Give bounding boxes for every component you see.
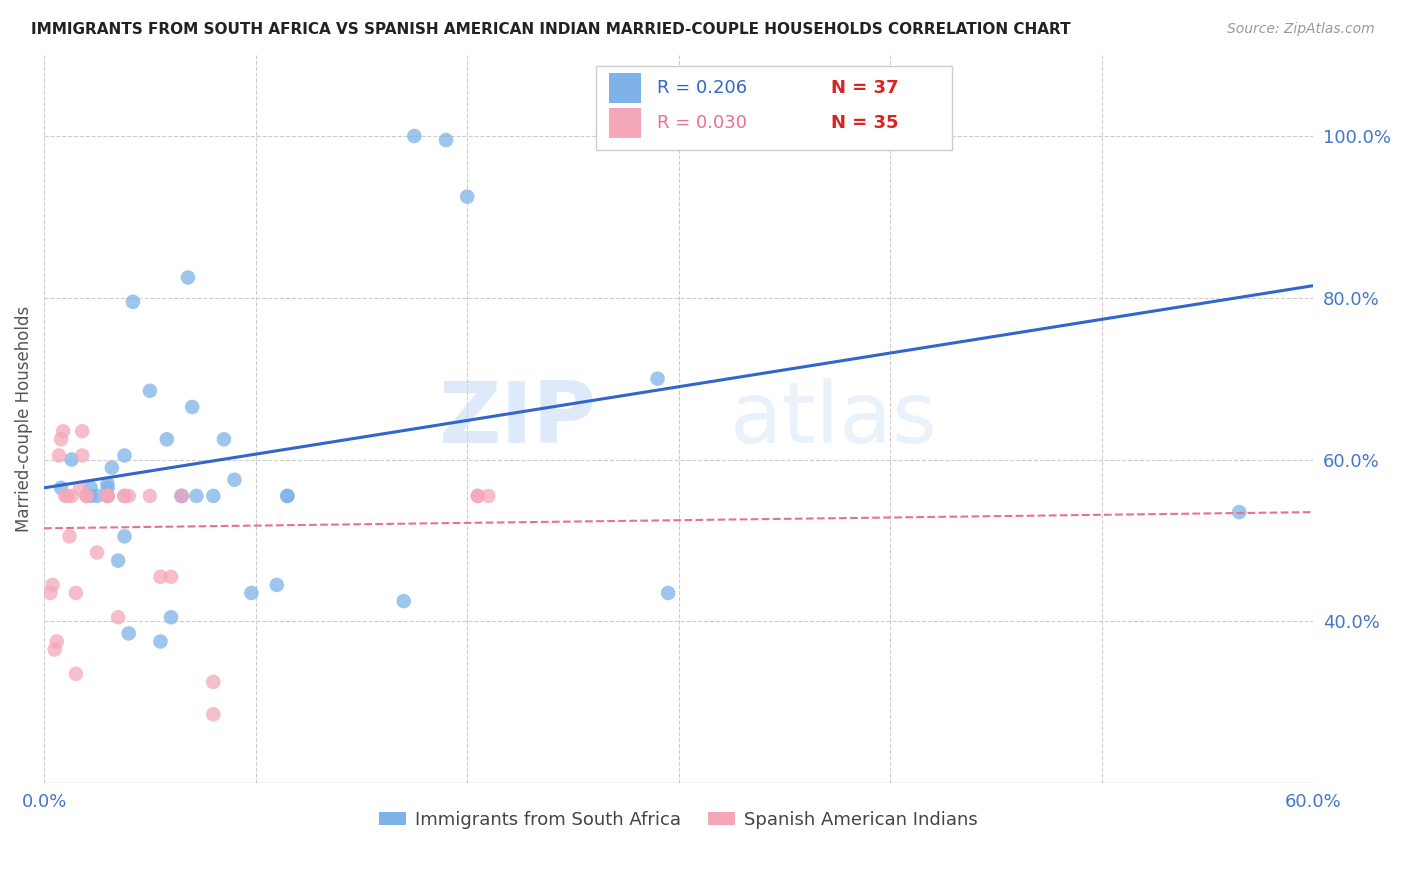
Point xyxy=(65,666,87,681)
Point xyxy=(467,489,489,503)
Point xyxy=(97,489,120,503)
Point xyxy=(657,586,679,600)
Point xyxy=(53,489,76,503)
Point xyxy=(118,626,141,640)
Point xyxy=(52,424,75,438)
Point xyxy=(97,476,120,491)
Point xyxy=(477,489,499,503)
Legend: Immigrants from South Africa, Spanish American Indians: Immigrants from South Africa, Spanish Am… xyxy=(373,804,986,836)
Point xyxy=(101,460,124,475)
Text: R = 0.206: R = 0.206 xyxy=(657,78,747,97)
Point xyxy=(149,634,172,648)
FancyBboxPatch shape xyxy=(596,66,952,150)
Text: ZIP: ZIP xyxy=(439,377,596,460)
Point xyxy=(114,489,136,503)
Point xyxy=(79,489,101,503)
Point xyxy=(266,578,288,592)
Point xyxy=(139,489,162,503)
Point xyxy=(202,675,225,690)
Point xyxy=(49,481,72,495)
Point xyxy=(170,489,193,503)
Point xyxy=(212,433,235,447)
Point xyxy=(122,294,145,309)
Point xyxy=(107,610,129,624)
Text: atlas: atlas xyxy=(730,377,938,460)
Point xyxy=(56,489,79,503)
Point xyxy=(202,489,225,503)
Point xyxy=(107,554,129,568)
Point xyxy=(186,489,208,503)
Point xyxy=(60,452,83,467)
Point xyxy=(456,189,478,203)
Point xyxy=(65,586,87,600)
Text: N = 35: N = 35 xyxy=(831,114,898,132)
Point xyxy=(177,270,200,285)
Point xyxy=(170,489,193,503)
Point xyxy=(181,400,204,414)
Point xyxy=(114,449,136,463)
Point xyxy=(434,133,457,147)
Point xyxy=(49,433,72,447)
Text: Source: ZipAtlas.com: Source: ZipAtlas.com xyxy=(1227,22,1375,37)
Text: N = 37: N = 37 xyxy=(831,78,898,97)
Point xyxy=(97,489,120,503)
Point xyxy=(224,473,246,487)
Point xyxy=(276,489,298,503)
Point xyxy=(160,570,183,584)
Point xyxy=(48,449,70,463)
Point xyxy=(79,481,101,495)
Point xyxy=(60,489,83,503)
Point xyxy=(1227,505,1250,519)
Point xyxy=(160,610,183,624)
Point xyxy=(467,489,489,503)
Text: R = 0.030: R = 0.030 xyxy=(657,114,747,132)
Point xyxy=(392,594,415,608)
FancyBboxPatch shape xyxy=(609,108,641,138)
Point xyxy=(114,489,136,503)
Point xyxy=(44,642,66,657)
Point xyxy=(170,489,193,503)
Point xyxy=(70,449,93,463)
Point xyxy=(149,570,172,584)
Point xyxy=(97,489,120,503)
FancyBboxPatch shape xyxy=(609,72,641,103)
Point xyxy=(139,384,162,398)
Point xyxy=(118,489,141,503)
Point xyxy=(86,545,108,559)
Point xyxy=(45,634,67,648)
Point xyxy=(70,424,93,438)
Point xyxy=(647,371,669,385)
Point xyxy=(97,489,120,503)
Point xyxy=(69,481,91,495)
Point xyxy=(41,578,63,592)
Point xyxy=(97,481,120,495)
Point xyxy=(404,128,426,143)
Point xyxy=(240,586,263,600)
Point xyxy=(156,433,179,447)
Text: IMMIGRANTS FROM SOUTH AFRICA VS SPANISH AMERICAN INDIAN MARRIED-COUPLE HOUSEHOLD: IMMIGRANTS FROM SOUTH AFRICA VS SPANISH … xyxy=(31,22,1070,37)
Point xyxy=(114,529,136,543)
Point xyxy=(86,489,108,503)
Y-axis label: Married-couple Households: Married-couple Households xyxy=(15,306,32,533)
Point xyxy=(75,489,97,503)
Point xyxy=(39,586,62,600)
Point xyxy=(276,489,298,503)
Point xyxy=(202,707,225,722)
Point xyxy=(58,529,80,543)
Point xyxy=(75,489,97,503)
